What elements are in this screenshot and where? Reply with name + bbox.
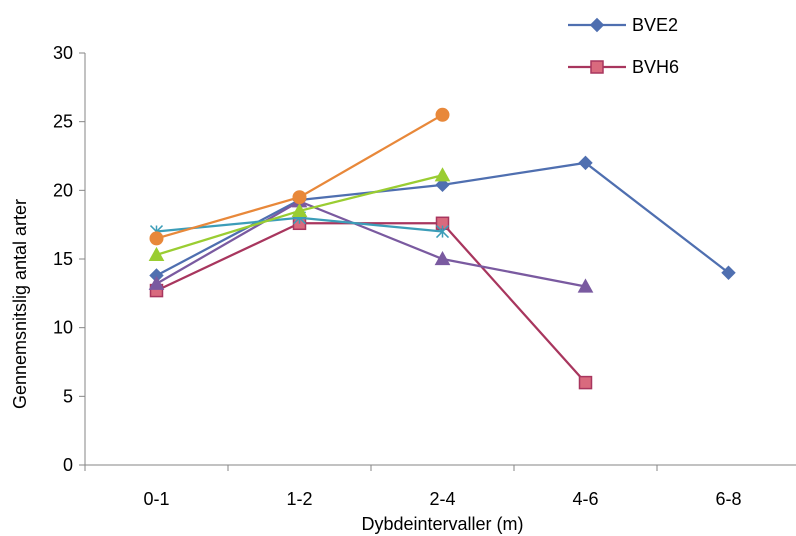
data-point <box>434 167 451 182</box>
data-point <box>578 375 593 390</box>
data-point <box>149 231 164 246</box>
series-5 <box>148 167 451 261</box>
series-6 <box>149 107 450 246</box>
legend-marker <box>589 17 605 33</box>
x-tick-label: 2-4 <box>429 489 455 509</box>
legend-label: BVH6 <box>632 57 679 77</box>
y-tick-label: 5 <box>63 386 73 406</box>
series-line <box>155 200 586 288</box>
data-point <box>435 177 450 193</box>
y-tick-label: 25 <box>53 112 73 132</box>
y-tick-label: 15 <box>53 249 73 269</box>
data-point <box>577 278 594 293</box>
x-tick-label: 0-1 <box>143 489 169 509</box>
axes: 0 5 10 15 20 25 30 0-1 1-2 2-4 4-6 6-8 <box>53 43 796 509</box>
x-axis-title: Dybdeintervaller (m) <box>361 514 523 534</box>
data-point <box>291 202 308 218</box>
legend-item-bve2: BVE2 <box>568 15 678 35</box>
y-tick-label: 10 <box>53 318 73 338</box>
data-point <box>578 155 593 171</box>
data-point <box>434 250 451 266</box>
y-tick-label: 20 <box>53 180 73 200</box>
data-point <box>292 190 307 205</box>
y-axis-title: Gennemsnitslig antal arter <box>10 199 30 409</box>
y-tick-label: 30 <box>53 43 73 63</box>
legend-label: BVE2 <box>632 15 678 35</box>
legend-item-bvh6: BVH6 <box>568 57 679 77</box>
data-point <box>148 275 165 290</box>
series-line <box>156 222 587 384</box>
legend-marker <box>590 60 604 74</box>
data-point <box>435 107 450 122</box>
data-point <box>721 265 736 280</box>
x-tick-label: 1-2 <box>286 489 312 509</box>
y-tick-label: 0 <box>63 455 73 475</box>
data-point <box>148 246 165 261</box>
series-layer <box>148 107 736 390</box>
data-point <box>435 225 450 239</box>
x-tick-label: 4-6 <box>572 489 598 509</box>
legend: BVE2 BVH6 <box>568 15 679 77</box>
x-tick-label: 6-8 <box>715 489 741 509</box>
